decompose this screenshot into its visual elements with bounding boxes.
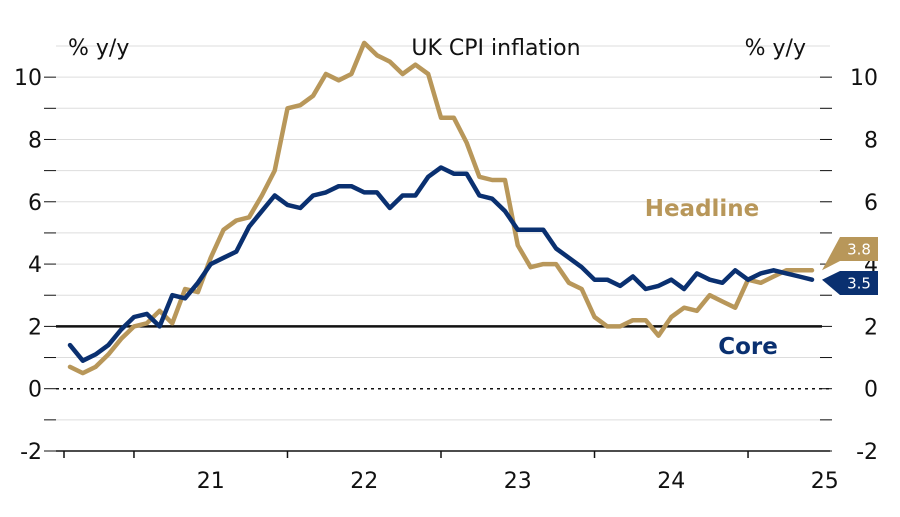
right-y-tick-label: 6 bbox=[864, 191, 878, 216]
x-tick-label: 22 bbox=[350, 469, 378, 494]
core-line bbox=[67, 165, 815, 363]
reference-lines bbox=[56, 325, 830, 390]
left-y-tick-label: 6 bbox=[28, 191, 42, 216]
left-y-axis-ticks: -2 0 2 4 6 8 10 bbox=[14, 66, 56, 465]
left-y-tick-label: 8 bbox=[28, 128, 42, 153]
right-axis-unit: % y/y bbox=[745, 36, 806, 61]
right-y-tick-label: -2 bbox=[856, 440, 878, 465]
right-y-tick-label: 2 bbox=[864, 315, 878, 340]
core-value-label: 3.5 bbox=[847, 275, 871, 293]
right-y-tick-label: 0 bbox=[864, 378, 878, 403]
left-y-tick-label: 4 bbox=[28, 253, 42, 278]
x-tick-label: 23 bbox=[504, 469, 532, 494]
left-axis-unit: % y/y bbox=[68, 36, 129, 61]
left-y-tick-label: 10 bbox=[14, 66, 42, 91]
last-value-tags: 3.8 3.5 bbox=[822, 237, 878, 295]
right-y-tick-label: 10 bbox=[850, 66, 878, 91]
headline-value-tag bbox=[822, 237, 878, 271]
chart-title: UK CPI inflation bbox=[411, 36, 580, 61]
left-y-tick-label: -2 bbox=[20, 440, 42, 465]
core-value-tag bbox=[822, 271, 878, 295]
gridlines bbox=[56, 45, 830, 421]
left-y-tick-label: 2 bbox=[28, 315, 42, 340]
x-axis-ticks: 21 22 23 24 25 bbox=[63, 451, 839, 494]
right-y-tick-label: 8 bbox=[864, 128, 878, 153]
headline-series-label: Headline bbox=[645, 196, 760, 222]
core-series-label: Core bbox=[718, 334, 778, 360]
x-tick-label: 24 bbox=[657, 469, 685, 494]
left-y-tick-label: 0 bbox=[28, 378, 42, 403]
series-lines bbox=[67, 40, 815, 376]
x-tick-label: 25 bbox=[811, 469, 839, 494]
headline-value-label: 3.8 bbox=[847, 241, 871, 259]
x-tick-label: 21 bbox=[197, 469, 225, 494]
